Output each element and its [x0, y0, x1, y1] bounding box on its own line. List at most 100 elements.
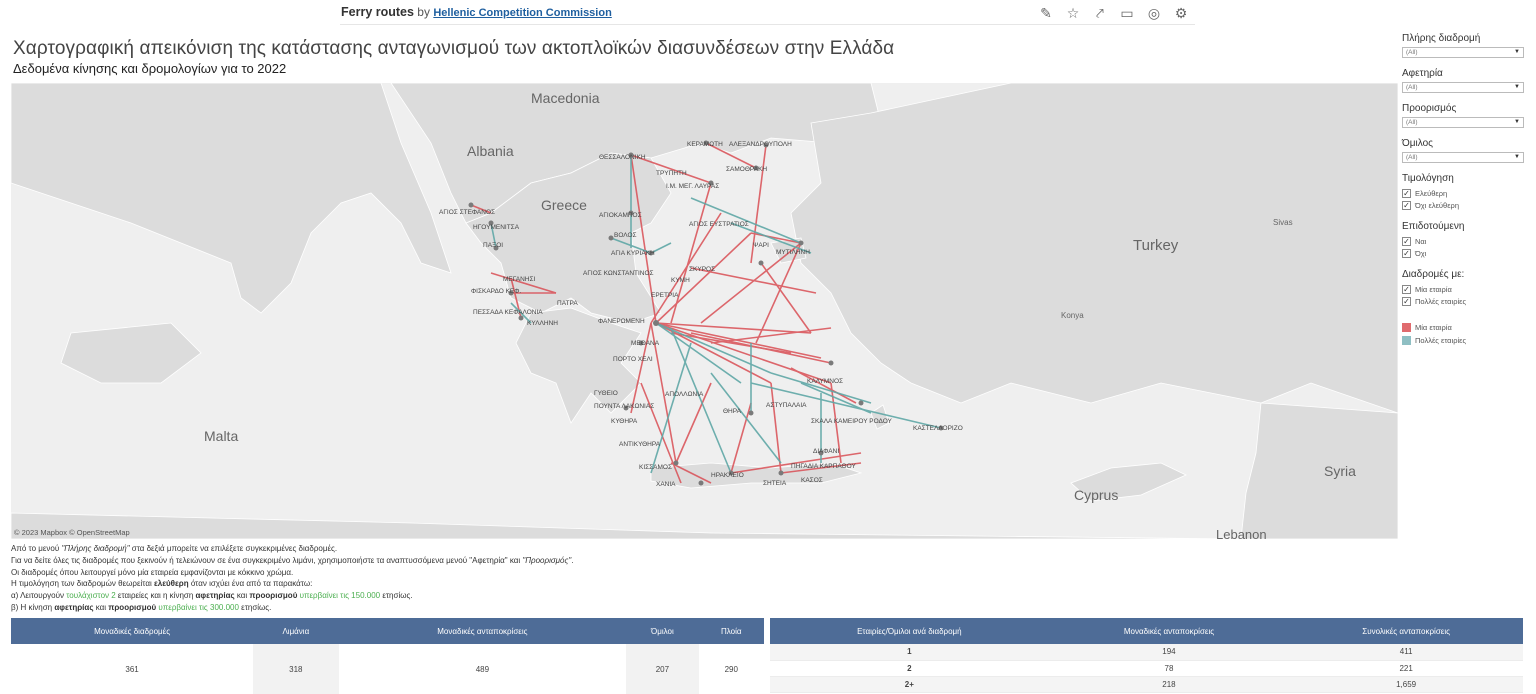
multi-company-routes	[490, 155, 942, 474]
edit-icon[interactable]: ✎	[1040, 4, 1052, 21]
kpi-value: 207	[626, 644, 699, 694]
dashboard-title: Χαρτογραφική απεικόνιση της κατάστασης α…	[13, 38, 895, 59]
kpi-value: 489	[475, 664, 490, 674]
single-company-checkbox[interactable]: ✓ Μία εταιρία	[1402, 284, 1452, 294]
kpi-header: Μοναδικές ανταποκρίσεις	[338, 618, 627, 644]
ferry-map[interactable]: Macedonia Albania Greece Turkey Malta Cy…	[11, 83, 1398, 539]
port-label: ΑΓΙΟΚΑΜΠΟΣ	[599, 212, 642, 219]
legend-item-multi[interactable]: Πολλές εταιρίες	[1402, 334, 1524, 347]
port-label: ΚΥΘΗΡΑ	[611, 418, 638, 425]
filter-panel: Πλήρης διαδρομή (All) ▼ Αφετηρία (All) ▼ Π…	[1402, 33, 1524, 347]
companies-header: Συνολικές ανταποκρίσεις	[1289, 618, 1523, 644]
companies-header: Εταιρίες/Όμιλοι ανά διαδρομή	[770, 618, 1049, 644]
port-label: ΚΑΣΟΣ	[801, 477, 823, 484]
port-label: ΗΡΑΚΛΕΙΟ	[711, 472, 744, 479]
region-label: Lebanon	[1216, 527, 1267, 539]
port-label: ΘΕΣΣΑΛΟΝΙΚΗ	[599, 154, 646, 161]
port-label: ΕΡΕΤΡΙΑ	[651, 292, 679, 299]
levant-land	[1240, 402, 1398, 539]
port-label: ΑΣΤΥΠΑΛΑΙΑ	[766, 402, 807, 409]
port-label: ΚΥΛΛΗΝΗ	[527, 320, 558, 327]
port-label: ΜΕΘΑΝΑ	[631, 340, 660, 347]
route-filter-label: Πλήρης διαδρομή	[1402, 33, 1481, 44]
table-row[interactable]: 2+ 218 1,659	[770, 676, 1523, 693]
share-icon[interactable]: ⤤	[1096, 4, 1104, 21]
workbook-name: Ferry routes	[341, 5, 414, 19]
subsidized-yes-checkbox[interactable]: ✓ Ναι	[1402, 236, 1427, 246]
pricing-filter-label: Τιμολόγηση	[1402, 173, 1454, 184]
port-label: ΠΕΣΣΑΔΑ ΚΕΦΑΛΟΝΙΑ	[473, 309, 543, 316]
origin-filter-select[interactable]: (All) ▼	[1402, 82, 1524, 93]
port-label: ΜΥΤΙΛΗΝΗ	[776, 249, 810, 256]
kpi-header: Πλοία	[698, 618, 764, 644]
star-icon[interactable]: ☆	[1066, 4, 1080, 21]
table-row[interactable]: 2 78 221	[770, 660, 1523, 677]
port-label: ΑΓΙΟΣ ΕΥΣΤΡΑΤΙΟΣ	[689, 221, 749, 228]
map-credit[interactable]: © 2023 Mapbox © OpenStreetMap	[14, 528, 130, 537]
region-label: Cyprus	[1074, 487, 1118, 503]
map-canvas[interactable]: Macedonia Albania Greece Turkey Malta Cy…	[11, 83, 1398, 539]
africa-land	[11, 512, 1242, 539]
table-row[interactable]: 1 194 411	[770, 644, 1523, 661]
port-label: ΑΓΙΟΣ ΣΤΕΦΑΝΟΣ	[439, 209, 495, 216]
port-label: ΑΓΙΑ ΚΥΡΙΑΚΗ	[611, 250, 655, 257]
port-label: ΑΠΟΛΛΩΝΙΑ	[665, 391, 704, 398]
region-label: Syria	[1324, 463, 1356, 479]
turkey-land	[790, 83, 1398, 414]
alert-icon[interactable]: ◎	[1147, 4, 1161, 21]
port-label: ΤΡΥΠΗΤΗ	[656, 170, 687, 177]
group-filter-label: Όμιλος	[1402, 138, 1433, 149]
origin-filter-label: Αφετηρία	[1402, 68, 1443, 79]
subsidized-filter-label: Επιδοτούμενη	[1402, 221, 1465, 232]
region-label: Konya	[1061, 311, 1084, 320]
region-label: Malta	[204, 428, 238, 444]
port-markers	[468, 140, 944, 486]
kpi-header: Όμιλοι	[626, 618, 699, 644]
port-label: ΦΑΝΕΡΩΜΕΝΗ	[598, 318, 645, 325]
sicily-land	[60, 322, 202, 384]
port-label: ΑΛΕΞΑΝΔΡΟΥΠΟΛΗ	[729, 141, 792, 148]
chevron-down-icon: ▼	[1514, 84, 1520, 90]
port-label: ΚΙΣΣΑΜΟΣ	[639, 464, 672, 471]
route-filter-select[interactable]: (All) ▼	[1402, 47, 1524, 58]
peloponnese-land	[515, 307, 642, 424]
port-label: ΠΗΓΑΔΙΑ ΚΑΡΠΑΘΟΥ	[791, 463, 856, 470]
destination-filter-label: Προορισμός	[1402, 103, 1457, 114]
port-label: ΓΥΘΕΙΟ	[594, 390, 618, 397]
port-label: ΠΑΤΡΑ	[557, 300, 578, 307]
comment-icon[interactable]: ▭	[1120, 4, 1134, 21]
region-label: Sivas	[1273, 218, 1293, 227]
port-label: ΗΓΟΥΜΕΝΙΤΣΑ	[473, 224, 520, 231]
rhodes-land	[870, 404, 890, 430]
cyprus-land	[1070, 462, 1187, 502]
chevron-down-icon: ▼	[1514, 154, 1520, 160]
legend-item-single[interactable]: Μία εταιρία	[1402, 321, 1524, 334]
port-label: ΔΙΑΦΑΝΙ	[813, 448, 839, 455]
port-label: ΣΗΤΕΙΑ	[763, 480, 787, 487]
port-label: ΨΑΡΙ	[753, 242, 769, 249]
companies-table: Εταιρίες/Όμιλοι ανά διαδρομή Μοναδικές α…	[770, 618, 1523, 693]
port-label: ΜΕΓΑΝΗΣΙ	[503, 276, 535, 283]
pricing-free-checkbox[interactable]: ✓ Ελεύθερη	[1402, 188, 1448, 198]
multi-company-checkbox[interactable]: ✓ Πολλές εταιρίες	[1402, 296, 1467, 306]
settings-icon[interactable]: ⚙	[1174, 4, 1188, 21]
port-label: ΣΚΑΛΑ ΚΑΜΕΙΡΟΥ ΡΟΔΟΥ	[811, 418, 893, 425]
group-filter-select[interactable]: (All) ▼	[1402, 152, 1524, 163]
dashboard-subtitle: Δεδομένα κίνησης και δρομολογίων για το …	[13, 61, 287, 76]
kpi-table: Μοναδικές διαδρομές Λιμάνια Μοναδικές αν…	[11, 618, 764, 694]
subsidized-no-checkbox[interactable]: ✓ Όχι	[1402, 248, 1427, 258]
pricing-not-free-checkbox[interactable]: ✓ Όχι ελεύθερη	[1402, 200, 1459, 210]
port-label: ΚΑΣΤΕΛΛΟΡΙΖΟ	[913, 425, 963, 432]
port-label: ΠΟΥΝΤΑ ΛΑΚΩΝΙΑΣ	[594, 403, 654, 410]
port-label: ΧΑΝΙΑ	[656, 481, 676, 488]
port-label: ΘΗΡΑ	[723, 408, 742, 415]
kpi-header: Λιμάνια	[253, 618, 339, 644]
kpi-value: 361	[125, 664, 139, 674]
port-label: ΑΓΙΟΣ ΚΩΝΣΤΑΝΤΙΝΟΣ	[583, 270, 654, 277]
destination-filter-select[interactable]: (All) ▼	[1402, 117, 1524, 128]
kpi-header: Μοναδικές διαδρομές	[11, 618, 254, 644]
port-label: ΦΙΣΚΑΡΔΟ ΚΕΦ.	[471, 288, 521, 295]
author-link[interactable]: Hellenic Competition Commission	[433, 7, 612, 19]
toolbar: Ferry routes by Hellenic Competition Com…	[0, 0, 1536, 26]
instructions-text: Από το μενού "Πλήρης διαδρομή" στα δεξιά…	[11, 544, 574, 612]
